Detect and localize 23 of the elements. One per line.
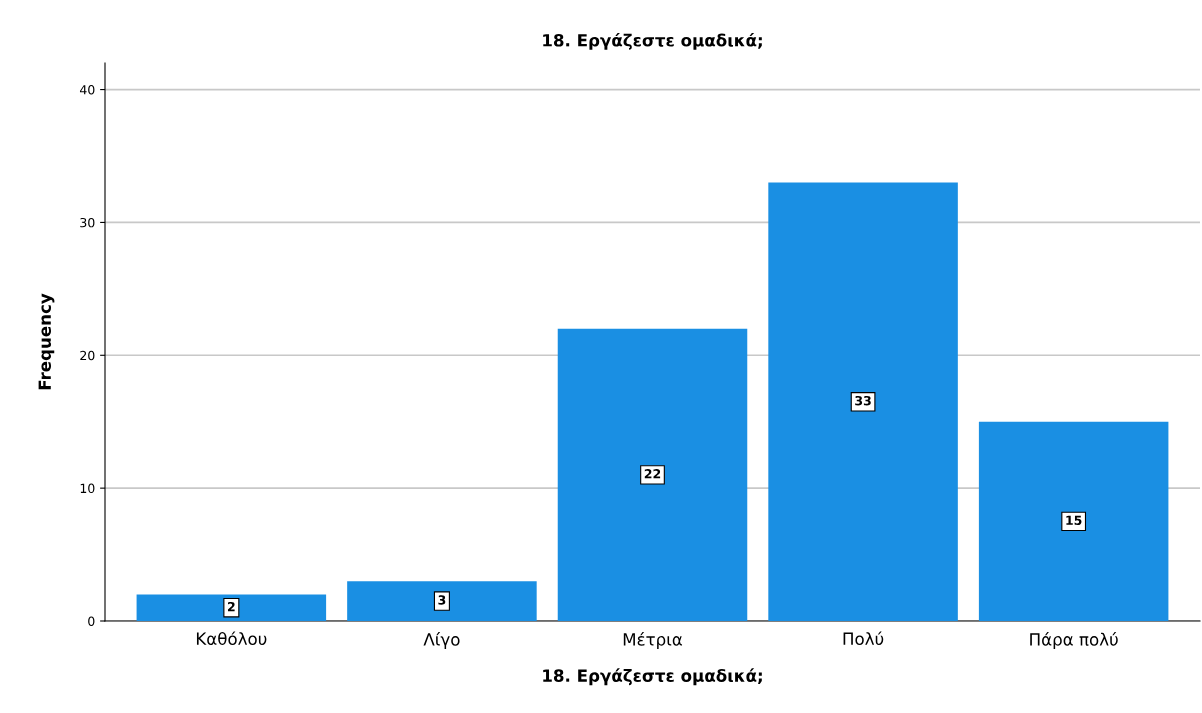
data-label: 22 (644, 469, 661, 479)
x-axis-title: 18. Εργάζεστε ομαδικά; (543, 668, 762, 686)
bar (557, 328, 748, 621)
y-tick-label: 30 (80, 217, 95, 228)
y-tick-label: 0 (88, 616, 95, 626)
y-tick-label: 40 (79, 85, 95, 95)
x-tick-label: Καθόλου (196, 631, 267, 646)
x-tick-label: Λίγο (423, 632, 460, 649)
y-axis-title: Frequency (38, 293, 55, 390)
x-tick-label: Πάρα πολύ (1030, 632, 1118, 649)
bar (136, 594, 327, 621)
data-label: 15 (1066, 515, 1082, 525)
x-tick-label: Πολύ (843, 631, 884, 646)
chart-title: 18. Εργάζεστε ομαδικά; (543, 33, 762, 50)
x-tick-label: Μέτρια (623, 632, 683, 649)
data-label: 2 (227, 601, 235, 612)
bar (347, 581, 537, 621)
bar (978, 421, 1169, 621)
y-tick-label: 20 (80, 350, 95, 361)
y-tick-label: 10 (80, 483, 95, 494)
bar (768, 182, 958, 621)
data-label: 3 (438, 595, 446, 605)
data-label: 33 (855, 395, 871, 406)
